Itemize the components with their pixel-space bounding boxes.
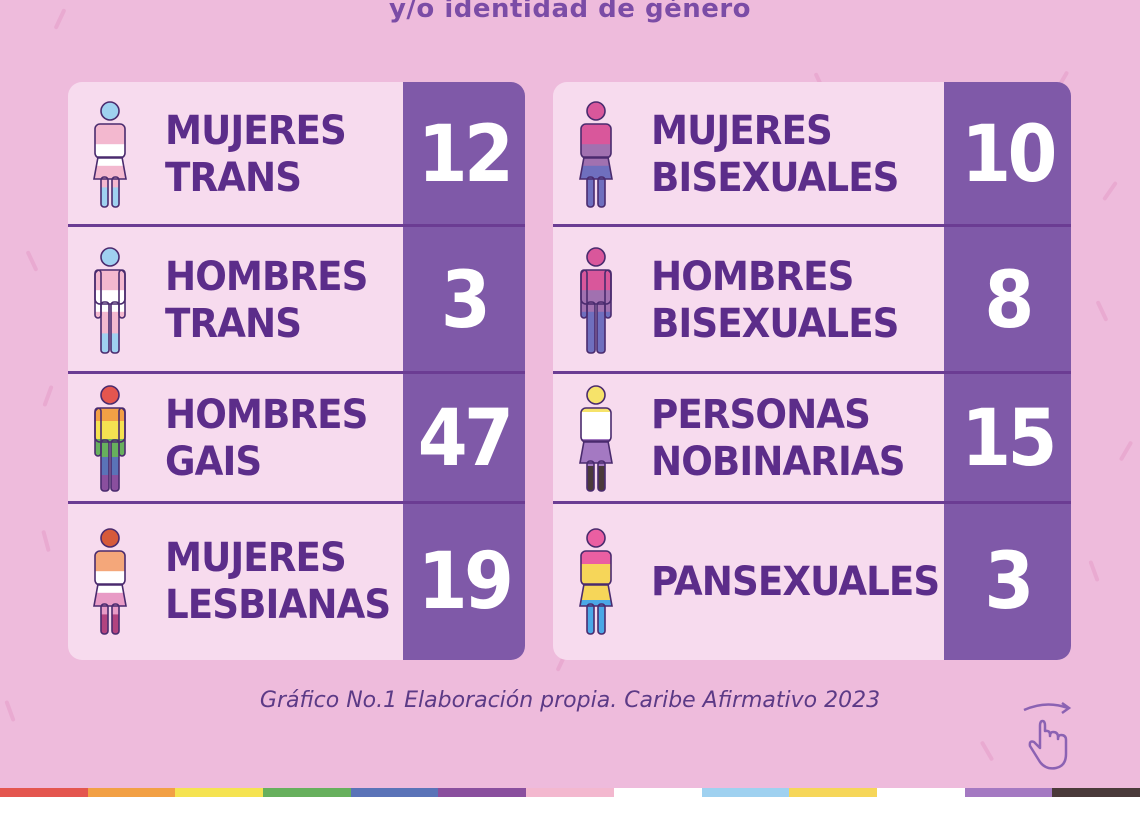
category-label-line1: PERSONAS (651, 392, 871, 438)
category-label-line1: HOMBRES (165, 392, 368, 438)
category-label-line1: HOMBRES (651, 253, 854, 300)
category-label-line1: MUJERES (165, 107, 347, 154)
category-label: PANSEXUALES (651, 504, 940, 660)
category-label-line2: LESBIANAS (165, 582, 391, 628)
category-label: MUJERES BISEXUALES (651, 82, 899, 227)
source-caption: Gráfico No.1 Elaboración propia. Caribe … (259, 688, 881, 713)
pansexual-person-icon (576, 528, 616, 640)
stripe-segment (87, 788, 177, 797)
category-count: 15 (961, 394, 1057, 484)
stripe-segment (438, 788, 528, 797)
category-label: HOMBRES BISEXUALES (651, 227, 899, 374)
category-label-line1: HOMBRES (165, 253, 368, 300)
confetti-piece (25, 250, 39, 272)
trans-woman-icon (90, 100, 130, 213)
category-count: 12 (417, 109, 514, 200)
stripe-segment (789, 788, 878, 797)
nonbinary-person-icon (576, 385, 616, 497)
trans-man-icon (90, 246, 130, 359)
category-row: MUJERES LESBIANAS 19 (68, 504, 525, 660)
confetti-piece (1088, 559, 1100, 583)
stripe-segment (964, 788, 1054, 797)
row-divider (68, 224, 525, 227)
gay-man-icon (90, 385, 130, 497)
category-label-line2: NOBINARIAS (651, 439, 906, 485)
right-groups-card: MUJERES BISEXUALES 10 HOMBRES BISEXUALES 8 PER… (553, 82, 1071, 660)
category-label-line2: TRANS (165, 154, 302, 201)
category-label-line1: MUJERES (165, 535, 347, 581)
confetti-piece (1095, 300, 1109, 322)
stripe-segment (175, 788, 265, 797)
lesbian-woman-icon (90, 528, 130, 640)
confetti-piece (41, 529, 51, 553)
stripe-segment (876, 788, 966, 797)
subtitle: y/o identidad de género (388, 0, 752, 24)
bisexual-man-icon (576, 246, 616, 359)
confetti-piece (979, 740, 995, 762)
category-count: 47 (417, 394, 514, 484)
category-label-line2: BISEXUALES (651, 300, 899, 347)
row-divider (553, 371, 1071, 374)
stripe-segment (701, 788, 791, 797)
row-divider (553, 224, 1071, 227)
category-label: MUJERES LESBIANAS (165, 504, 391, 660)
confetti-piece (1118, 440, 1134, 462)
category-count: 3 (984, 537, 1034, 627)
row-divider (553, 501, 1071, 504)
confetti-piece (1102, 180, 1118, 202)
category-row: HOMBRES BISEXUALES 8 (553, 227, 1071, 374)
category-label: PERSONAS NOBINARIAS (651, 374, 906, 504)
category-label: MUJERES TRANS (165, 82, 347, 227)
stripe-segment (263, 788, 352, 797)
row-divider (68, 501, 525, 504)
category-label-line1: MUJERES (651, 107, 833, 154)
stripe-segment (526, 788, 615, 797)
category-label-line1: PANSEXUALES (651, 558, 940, 605)
category-count: 19 (417, 537, 514, 627)
stripe-segment (350, 788, 440, 797)
category-label: HOMBRES GAIS (165, 374, 368, 504)
category-count: 3 (440, 255, 491, 346)
category-count: 8 (984, 255, 1034, 346)
infographic-canvas: y/o identidad de género MUJERES TRANS 12 HO… (0, 0, 1140, 790)
row-divider (68, 371, 525, 374)
category-row: MUJERES TRANS 12 (68, 82, 525, 227)
category-row: HOMBRES GAIS 47 (68, 374, 525, 504)
category-label: HOMBRES TRANS (165, 227, 368, 374)
category-count: 10 (961, 109, 1057, 200)
left-groups-card: MUJERES TRANS 12 HOMBRES TRANS 3 HOMBRES GAIS 47… (68, 82, 525, 660)
stripe-segment (1052, 788, 1140, 797)
category-row: MUJERES BISEXUALES 10 (553, 82, 1071, 227)
category-row: PERSONAS NOBINARIAS 15 (553, 374, 1071, 504)
category-label-line2: GAIS (165, 439, 262, 485)
category-row: HOMBRES TRANS 3 (68, 227, 525, 374)
swipe-hand-icon[interactable] (1020, 700, 1076, 776)
stripe-segment (0, 788, 89, 797)
bisexual-woman-icon (576, 100, 616, 213)
category-label-line2: BISEXUALES (651, 154, 899, 201)
confetti-piece (42, 384, 54, 408)
stripe-segment (613, 788, 703, 797)
category-label-line2: TRANS (165, 300, 302, 347)
category-row: PANSEXUALES 3 (553, 504, 1071, 660)
